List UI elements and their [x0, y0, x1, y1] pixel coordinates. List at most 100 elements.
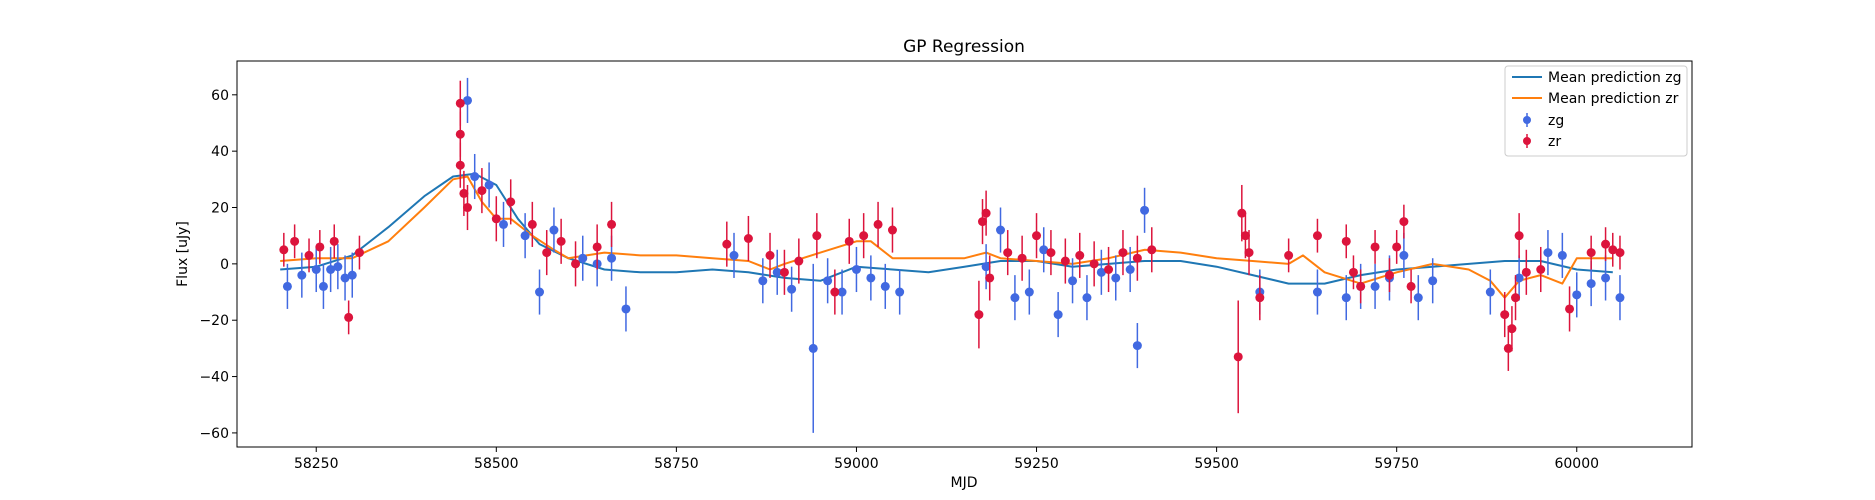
zr-point: [304, 250, 314, 260]
zg-point: [772, 267, 782, 277]
zg-point: [333, 262, 343, 272]
zg-point: [996, 225, 1006, 235]
zr-point: [812, 231, 822, 241]
zr-point: [844, 236, 854, 246]
zg-point: [1140, 205, 1150, 215]
zg-point: [347, 270, 357, 280]
zr-point: [1406, 281, 1416, 291]
zr-point: [542, 248, 552, 258]
zg-point: [318, 281, 328, 291]
axes-frame: [236, 60, 1693, 448]
y-tick-label: −40: [199, 370, 229, 386]
zr-point: [1003, 248, 1013, 258]
legend: Mean prediction zg Mean prediction zr zg…: [1504, 65, 1688, 157]
x-tick-label: 58250: [294, 456, 339, 472]
zr-point: [592, 242, 602, 252]
zr-point: [830, 287, 840, 297]
zr-point: [491, 214, 501, 224]
zr-point: [1348, 267, 1358, 277]
zr-point: [1503, 343, 1513, 353]
zr-point: [1511, 293, 1521, 303]
zg-point: [1341, 293, 1351, 303]
x-axis: 58250 58500 58750 59000 59250 59500 59750 60000: [294, 447, 1599, 472]
zg-point: [549, 225, 559, 235]
legend-label-zr: zr: [1548, 134, 1561, 150]
zg-point: [1601, 273, 1611, 283]
zr-point: [1118, 248, 1128, 258]
zr-point: [455, 160, 465, 170]
y-tick-label: 20: [211, 201, 229, 217]
zg-point: [1413, 293, 1423, 303]
zr-point: [455, 98, 465, 108]
zr-point: [344, 312, 354, 322]
zr-point: [1075, 250, 1085, 260]
zg-point: [1111, 273, 1121, 283]
zr-point: [1536, 264, 1546, 274]
zr-point: [1370, 242, 1380, 252]
zg-point: [311, 264, 321, 274]
zr-point: [607, 219, 617, 229]
zg-point: [484, 180, 494, 190]
zg-point: [866, 273, 876, 283]
zr-point: [743, 234, 753, 244]
legend-label-zg: zg: [1548, 113, 1564, 129]
zr-point: [527, 219, 537, 229]
zg-point: [758, 276, 768, 286]
y-axis-label: Flux [uJy]: [175, 221, 191, 287]
zr-point: [1608, 245, 1618, 255]
zg-point: [880, 281, 890, 291]
legend-label-zg-line: Mean prediction zg: [1548, 70, 1682, 86]
data-points: [279, 77, 1625, 433]
zr-point: [1233, 352, 1243, 362]
zr-point: [1341, 236, 1351, 246]
x-tick-label: 59250: [1014, 456, 1059, 472]
zr-point: [506, 197, 516, 207]
zr-point: [1017, 253, 1027, 263]
zg-point: [340, 273, 350, 283]
zg-point: [1096, 267, 1106, 277]
zr-point: [1615, 248, 1625, 258]
zr-point: [1089, 259, 1099, 269]
zg-point: [499, 219, 509, 229]
zr-point: [1565, 304, 1575, 314]
zr-point: [978, 217, 988, 227]
zr-point: [722, 239, 732, 249]
zg-point: [1586, 279, 1596, 289]
zr-point: [1392, 242, 1402, 252]
zg-point: [1053, 310, 1063, 320]
zr-point: [1356, 281, 1366, 291]
zr-point: [462, 203, 472, 213]
zr-point: [329, 236, 339, 246]
zr-point: [1237, 208, 1247, 218]
zg-point: [1068, 276, 1078, 286]
zg-point: [607, 253, 617, 263]
zg-point: [851, 264, 861, 274]
zg-point: [837, 287, 847, 297]
zg-point: [1039, 245, 1049, 255]
y-axis: −60 −40 −20 0 20 40 60: [199, 88, 237, 442]
x-tick-label: 59000: [834, 456, 879, 472]
legend-swatch-zr-marker: [1523, 137, 1531, 145]
x-axis-label: MJD: [951, 475, 978, 491]
zr-point: [315, 242, 325, 252]
zr-point: [887, 225, 897, 235]
legend-swatch-zg-marker: [1523, 116, 1531, 124]
zr-point: [571, 259, 581, 269]
zg-point: [621, 304, 631, 314]
zg-point: [462, 95, 472, 105]
legend-label-zr-line: Mean prediction zr: [1548, 91, 1679, 107]
zr-point: [1284, 250, 1294, 260]
zr-point: [1244, 248, 1254, 258]
legend-box: [1504, 65, 1688, 157]
zr-point: [1104, 264, 1114, 274]
zr-point: [1384, 270, 1394, 280]
zr-point: [477, 186, 487, 196]
zg-point: [1543, 248, 1553, 258]
zg-point: [326, 264, 336, 274]
zg-point: [1399, 250, 1409, 260]
zg-point: [1082, 293, 1092, 303]
x-tick-label: 58500: [474, 456, 519, 472]
zr-point: [1132, 253, 1142, 263]
zg-point: [1615, 293, 1625, 303]
